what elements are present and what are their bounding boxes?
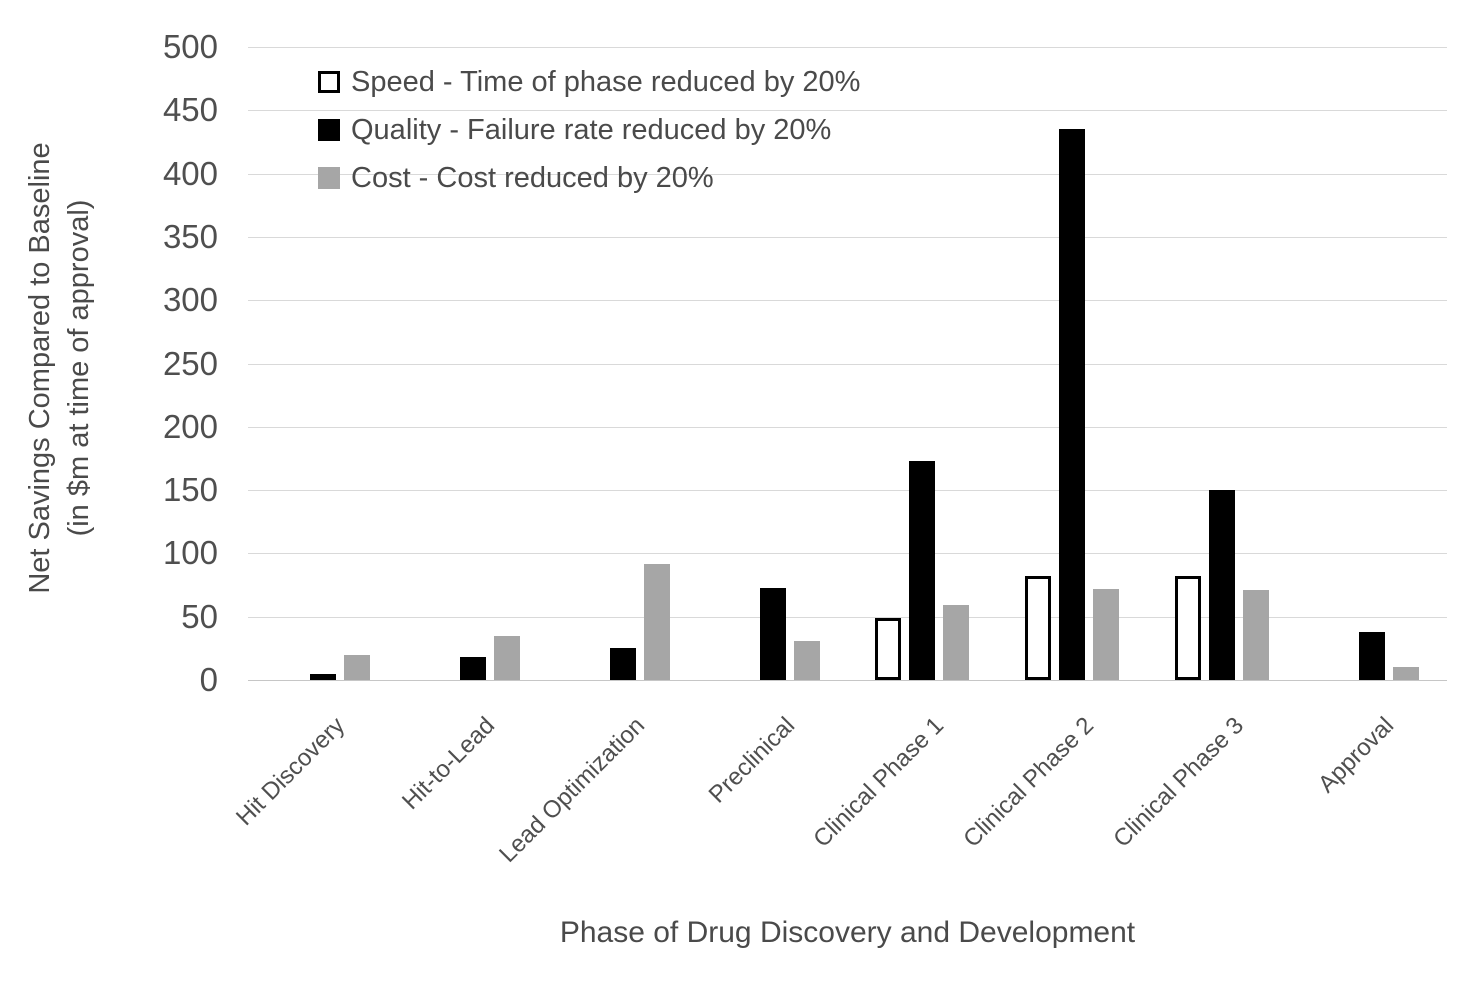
plot-area <box>248 47 1447 681</box>
bar-cost <box>793 640 820 680</box>
bar-cost <box>493 635 520 680</box>
gridline <box>248 236 1447 238</box>
y-axis-title-line1: Net Savings Compared to Baseline <box>24 142 56 594</box>
legend-item-cost: Cost - Cost reduced by 20% <box>318 154 860 202</box>
gridline <box>248 426 1447 428</box>
bar-speed <box>1175 576 1202 680</box>
gridline <box>248 490 1447 492</box>
legend-label-quality: Quality - Failure rate reduced by 20% <box>351 113 832 146</box>
y-tick-label: 400 <box>162 154 218 192</box>
y-tick-label: 350 <box>162 217 218 255</box>
legend-swatch-cost-icon <box>318 167 340 189</box>
bar-speed <box>1025 576 1052 680</box>
y-tick-label: 250 <box>162 344 218 382</box>
legend-label-speed: Speed - Time of phase reduced by 20% <box>351 65 861 98</box>
bar-cost <box>1393 667 1420 680</box>
y-tick-label: 0 <box>199 661 218 698</box>
y-tick-label: 100 <box>162 534 218 572</box>
legend-label-cost: Cost - Cost reduced by 20% <box>351 161 714 194</box>
gridline <box>248 300 1447 302</box>
legend: Speed - Time of phase reduced by 20% Qual… <box>318 58 860 202</box>
bar-quality <box>909 460 936 680</box>
y-tick-label: 500 <box>162 28 218 65</box>
gridline <box>248 363 1447 365</box>
bar-quality <box>1059 129 1086 680</box>
bar-quality <box>1359 631 1386 680</box>
gridline <box>248 616 1447 618</box>
y-tick-label: 200 <box>162 407 218 445</box>
y-tick-label: 150 <box>162 471 218 509</box>
bar-quality <box>609 648 636 680</box>
legend-item-speed: Speed - Time of phase reduced by 20% <box>318 58 860 106</box>
gridline <box>248 110 1447 112</box>
y-tick-label: 450 <box>162 91 218 129</box>
legend-swatch-speed-icon <box>318 71 340 93</box>
bar-cost <box>1093 588 1120 680</box>
legend-swatch-quality-icon <box>318 119 340 141</box>
bar-quality <box>459 657 486 680</box>
bar-cost <box>643 563 670 680</box>
bar-quality <box>1209 490 1236 680</box>
gridline <box>248 553 1447 555</box>
x-axis-title: Phase of Drug Discovery and Development <box>559 916 1136 949</box>
gridline <box>248 47 1447 48</box>
bar-quality <box>309 673 336 680</box>
gridline <box>248 173 1447 175</box>
legend-item-quality: Quality - Failure rate reduced by 20% <box>318 106 860 154</box>
bar-quality <box>759 587 786 680</box>
bar-cost <box>1243 590 1270 680</box>
bar-cost <box>343 654 370 680</box>
x-axis-line <box>248 680 1447 681</box>
y-tick-label: 50 <box>181 597 218 635</box>
bar-cost <box>943 605 970 680</box>
bar-speed <box>875 617 902 680</box>
y-tick-label: 300 <box>162 281 218 319</box>
